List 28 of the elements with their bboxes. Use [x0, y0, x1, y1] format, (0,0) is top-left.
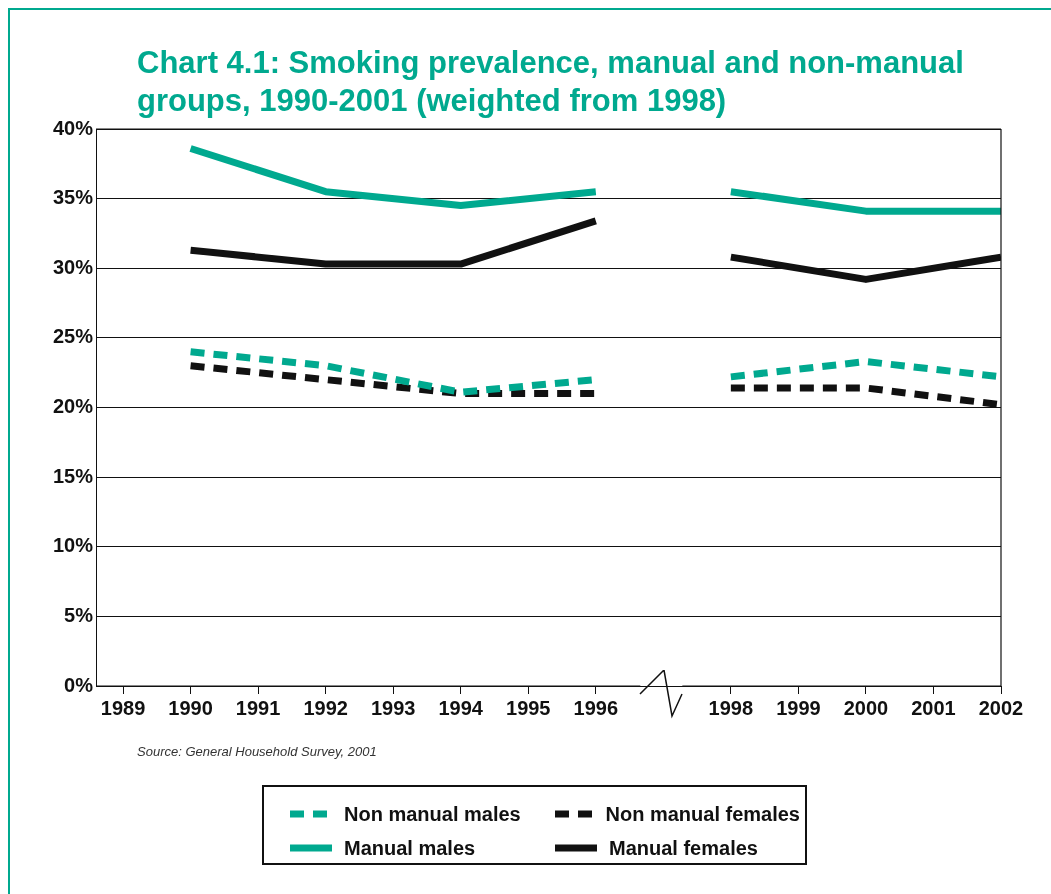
y-tick-label: 35%: [53, 186, 94, 209]
x-tick-label: 1989: [100, 696, 146, 719]
x-tick-label: 1994: [438, 696, 484, 719]
x-tick-label: 2002: [978, 696, 1024, 719]
source-note: Source: General Household Survey, 2001: [137, 744, 377, 759]
legend-label: Manual males: [344, 836, 476, 860]
y-tick-label: 40%: [53, 116, 94, 139]
x-tick-label: 1995: [506, 696, 551, 719]
x-tick-label: 2001: [911, 696, 956, 719]
chart-title: Chart 4.1: Smoking prevalence, manual and non-manual groups, 1990-2001 (weighted from 1998): [137, 44, 965, 120]
y-tick-label: 30%: [53, 255, 94, 278]
y-tick-label: 10%: [53, 534, 94, 557]
legend-label: Manual females: [609, 836, 758, 860]
legend-label: Non manual males: [344, 802, 521, 826]
x-tick-label: 1996: [573, 696, 619, 719]
y-tick-label: 15%: [53, 464, 94, 487]
y-tick-label: 5%: [64, 603, 94, 626]
y-tick-label: 0%: [64, 673, 94, 696]
x-tick-label: 1999: [776, 696, 821, 719]
legend-label: Non manual females: [605, 802, 800, 826]
x-tick-label: 1998: [708, 696, 754, 719]
y-tick-label: 25%: [53, 325, 94, 348]
x-tick-label: 1990: [168, 696, 213, 719]
x-tick-label: 1991: [235, 696, 281, 719]
x-tick-label: 1993: [370, 696, 416, 719]
x-tick-label: 1992: [303, 696, 348, 719]
y-tick-label: 20%: [53, 395, 94, 418]
x-tick-label: 2000: [843, 696, 889, 719]
